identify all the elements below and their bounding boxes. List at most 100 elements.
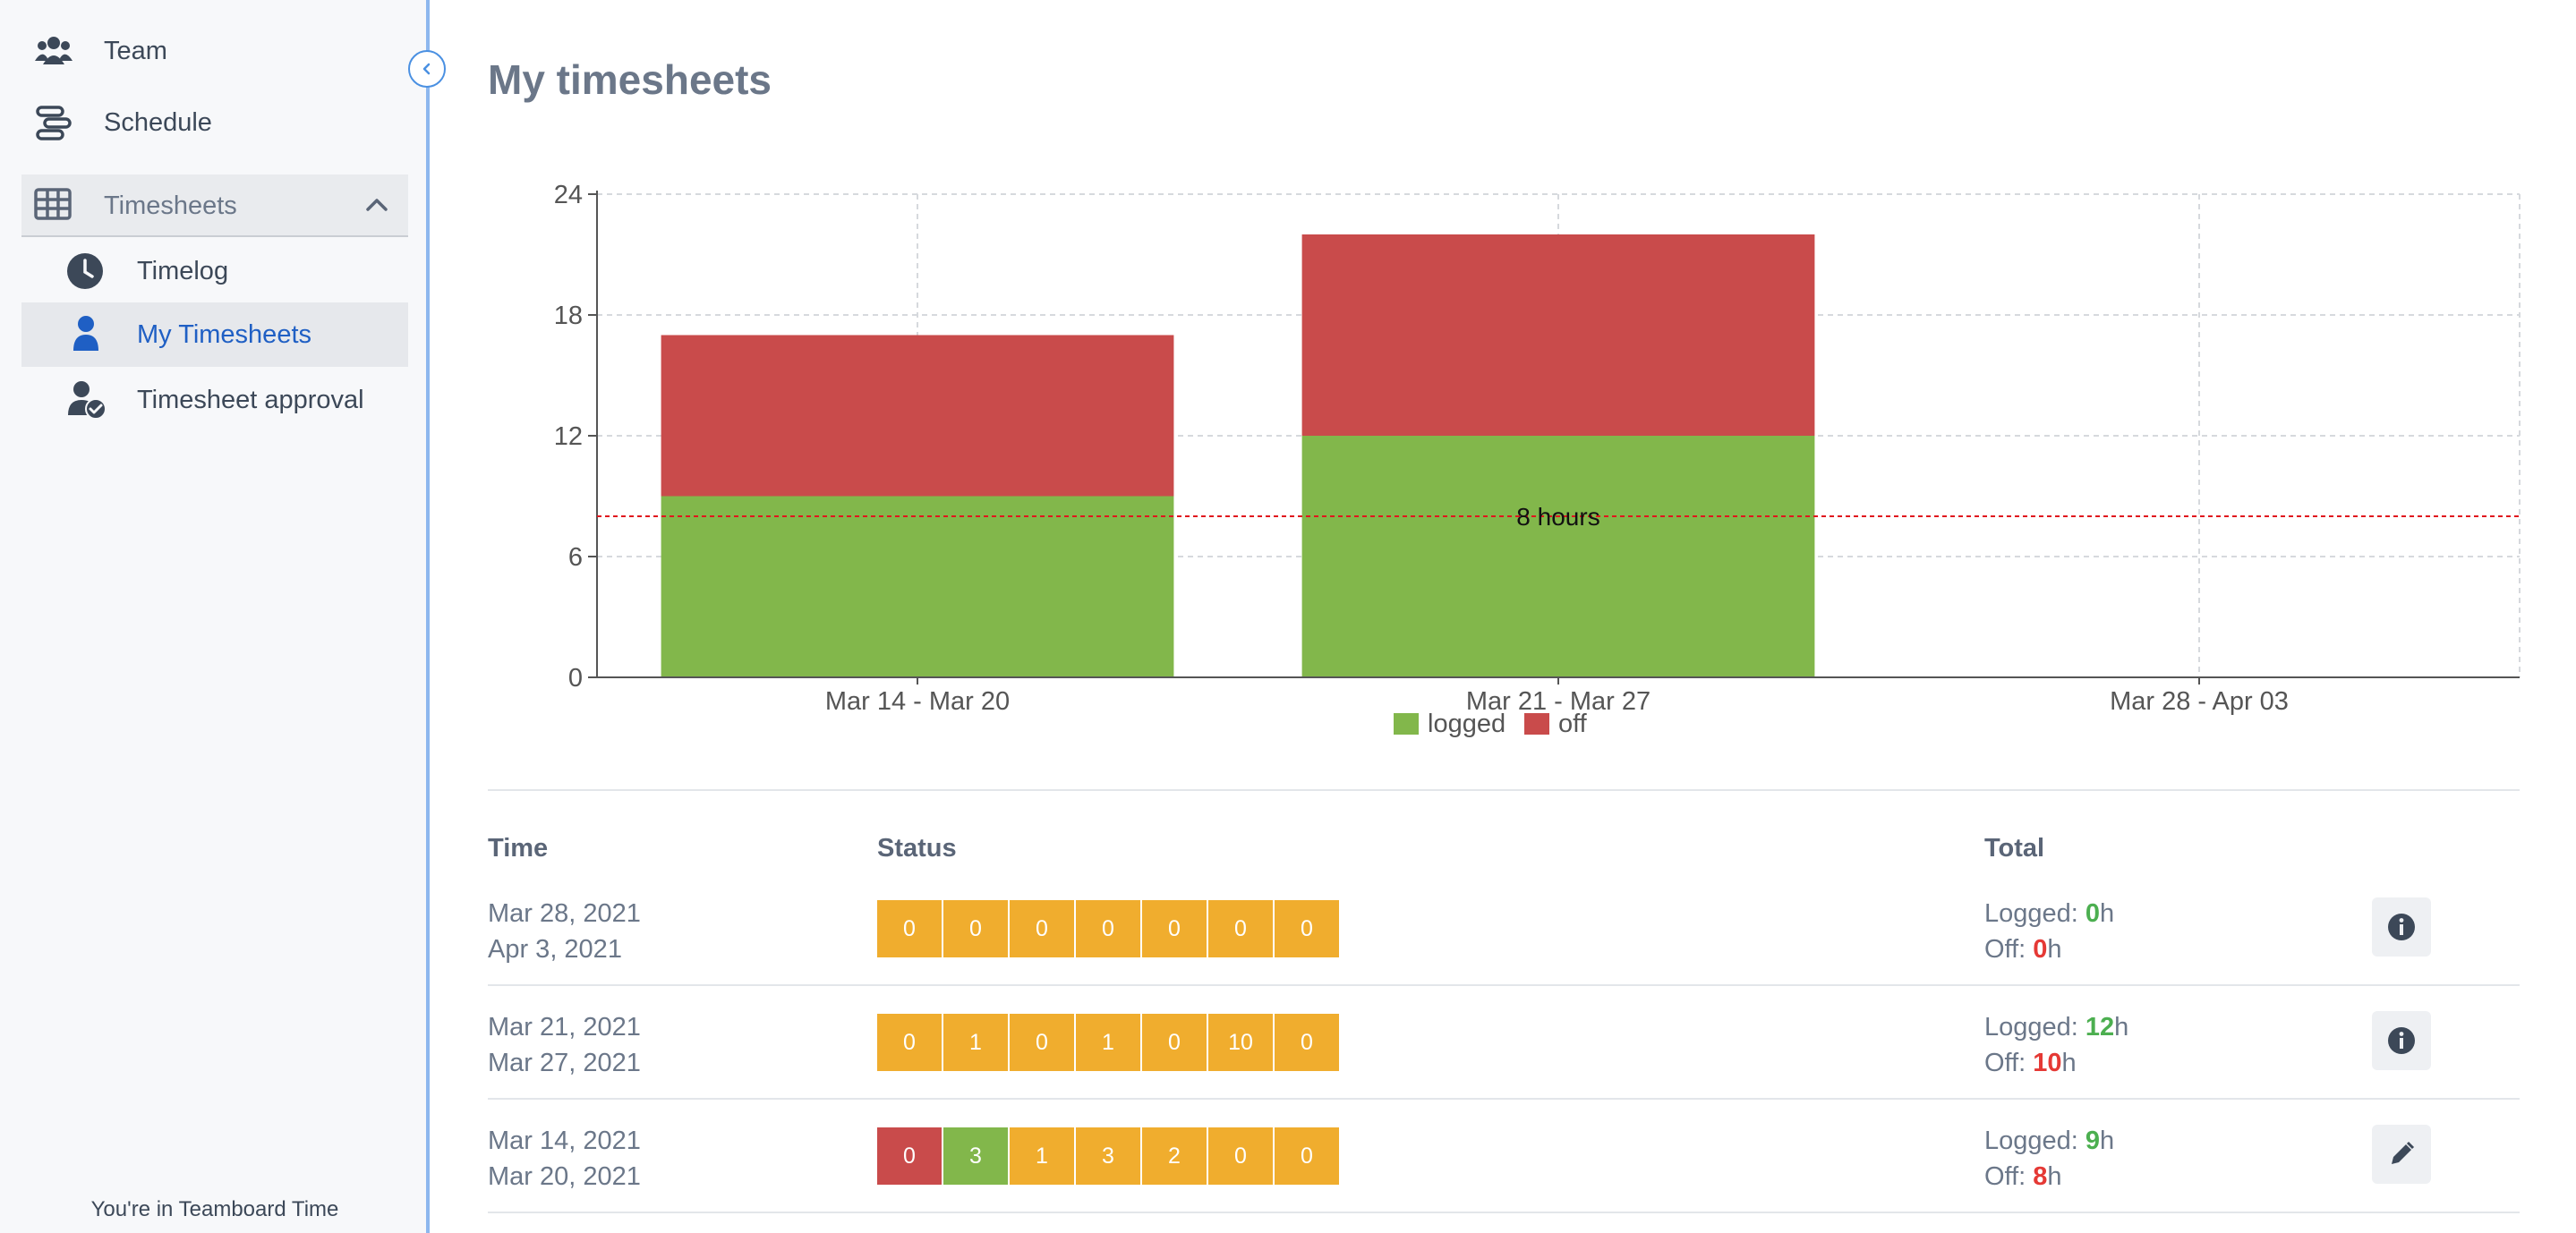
chart-bars	[661, 234, 1815, 677]
x-tick-label: Mar 28 - Apr 03	[2110, 687, 2289, 716]
sidebar-group-timesheets[interactable]: Timesheets	[21, 174, 408, 237]
y-tick-label: 6	[568, 543, 583, 572]
sidebar-item-label: Timesheet approval	[137, 386, 364, 414]
row-end-date: Mar 20, 2021	[488, 1162, 641, 1191]
users-icon	[34, 34, 73, 70]
timesheet-chart: 0 6 12 18 24 Mar 14 - Mar 20 Mar 21 - Mar 27 Ma…	[554, 181, 2521, 738]
row-divider	[488, 1098, 2520, 1100]
timesheet-info-button[interactable]	[2372, 897, 2431, 957]
row-start-date: Mar 14, 2021	[488, 1127, 641, 1155]
day-status-cell[interactable]: 0	[1076, 900, 1140, 957]
logged-total: Logged: 0h	[1984, 896, 2114, 931]
logged-hours: 12	[2085, 1013, 2115, 1042]
off-total: Off: 8h	[1984, 1159, 2114, 1195]
hours-unit: h	[2100, 899, 2115, 928]
day-status-cell[interactable]: 0	[1208, 900, 1273, 957]
day-status-strip: 0 1 0 1 0 10 0	[877, 1014, 1341, 1071]
sidebar-item-label: Timelog	[137, 257, 229, 285]
hours-unit: h	[2047, 1162, 2062, 1191]
column-header-time: Time	[488, 834, 549, 863]
chevron-left-icon	[419, 61, 435, 77]
pencil-icon	[2386, 1139, 2417, 1169]
chart-divider	[488, 789, 2520, 791]
y-tick-label: 0	[568, 664, 583, 693]
day-status-cell[interactable]: 0	[877, 1014, 942, 1071]
row-dates: Mar 21, 2021 Mar 27, 2021	[488, 1009, 641, 1081]
day-status-cell[interactable]: 3	[943, 1127, 1008, 1185]
legend-label-logged: logged	[1428, 710, 1506, 738]
sidebar-item-team[interactable]: Team	[0, 27, 408, 77]
row-end-date: Mar 27, 2021	[488, 1049, 641, 1077]
user-icon	[72, 315, 100, 353]
day-status-cell[interactable]: 0	[1275, 1127, 1339, 1185]
day-status-cell[interactable]: 0	[1275, 900, 1339, 957]
day-status-cell[interactable]: 0	[1010, 900, 1074, 957]
row-start-date: Mar 28, 2021	[488, 899, 641, 928]
day-status-cell[interactable]: 0	[1208, 1127, 1273, 1185]
schedule-icon	[34, 104, 73, 143]
day-status-cell[interactable]: 10	[1208, 1014, 1273, 1071]
y-tick-label: 12	[554, 422, 583, 451]
day-status-cell[interactable]: 3	[1076, 1127, 1140, 1185]
grid-icon	[34, 188, 72, 220]
clock-icon	[66, 252, 104, 290]
day-status-cell[interactable]: 0	[1142, 900, 1207, 957]
row-divider	[488, 1212, 2520, 1213]
sidebar-item-schedule[interactable]: Schedule	[0, 98, 408, 149]
day-status-cell[interactable]: 0	[943, 900, 1008, 957]
day-status-cell[interactable]: 2	[1142, 1127, 1207, 1185]
page-title: My timesheets	[488, 56, 772, 103]
sidebar-item-label: Team	[104, 37, 167, 65]
reference-line: 8 hours	[597, 503, 2520, 531]
chart-legend: logged off	[1394, 710, 1588, 738]
user-check-icon	[66, 379, 107, 421]
logged-label: Logged:	[1984, 1013, 2086, 1042]
logged-total: Logged: 12h	[1984, 1009, 2128, 1045]
logged-hours: 9	[2085, 1127, 2101, 1155]
column-header-total: Total	[1984, 834, 2045, 863]
row-divider	[488, 984, 2520, 986]
hours-unit: h	[2114, 1013, 2129, 1042]
day-status-cell[interactable]: 0	[1275, 1014, 1339, 1071]
sidebar-item-timelog[interactable]: Timelog	[21, 242, 408, 301]
off-label: Off:	[1984, 935, 2034, 964]
info-icon	[2386, 912, 2417, 942]
legend-label-off: off	[1558, 710, 1588, 738]
sidebar: Team Schedule Timesheets	[0, 0, 430, 1233]
sidebar-item-label: My Timesheets	[137, 320, 311, 349]
x-tick-label: Mar 21 - Mar 27	[1466, 687, 1651, 716]
off-total: Off: 10h	[1984, 1045, 2128, 1081]
day-status-cell[interactable]: 1	[1076, 1014, 1140, 1071]
day-status-cell[interactable]: 0	[877, 1127, 942, 1185]
row-start-date: Mar 21, 2021	[488, 1013, 641, 1042]
collapse-sidebar-button[interactable]	[408, 50, 446, 88]
day-status-cell[interactable]: 0	[1010, 1014, 1074, 1071]
row-dates: Mar 28, 2021 Apr 3, 2021	[488, 896, 641, 967]
bar-off	[1301, 234, 1815, 436]
hours-unit: h	[2047, 935, 2062, 964]
day-status-cell[interactable]: 1	[943, 1014, 1008, 1071]
edit-timesheet-button[interactable]	[2372, 1125, 2431, 1184]
day-status-cell[interactable]: 1	[1010, 1127, 1074, 1185]
timesheet-info-button[interactable]	[2372, 1011, 2431, 1070]
info-icon	[2386, 1025, 2417, 1056]
sidebar-item-my-timesheets[interactable]: My Timesheets	[21, 302, 408, 367]
logged-label: Logged:	[1984, 899, 2086, 928]
chevron-up-icon[interactable]	[363, 192, 390, 217]
chart-axes: 0 6 12 18 24 Mar 14 - Mar 20 Mar 21 - Mar 27 Ma…	[554, 181, 2520, 716]
off-label: Off:	[1984, 1049, 2034, 1077]
day-status-cell[interactable]: 0	[877, 900, 942, 957]
sidebar-item-timesheet-approval[interactable]: Timesheet approval	[21, 370, 408, 429]
row-end-date: Apr 3, 2021	[488, 935, 622, 964]
y-tick-label: 18	[554, 302, 583, 330]
off-hours: 0	[2033, 935, 2048, 964]
logged-hours: 0	[2085, 899, 2101, 928]
bar-off	[661, 335, 1174, 497]
off-hours: 8	[2033, 1162, 2048, 1191]
off-hours: 10	[2033, 1049, 2062, 1077]
legend-swatch-logged	[1394, 713, 1419, 735]
x-tick-label: Mar 14 - Mar 20	[825, 687, 1010, 716]
day-status-cell[interactable]: 0	[1142, 1014, 1207, 1071]
